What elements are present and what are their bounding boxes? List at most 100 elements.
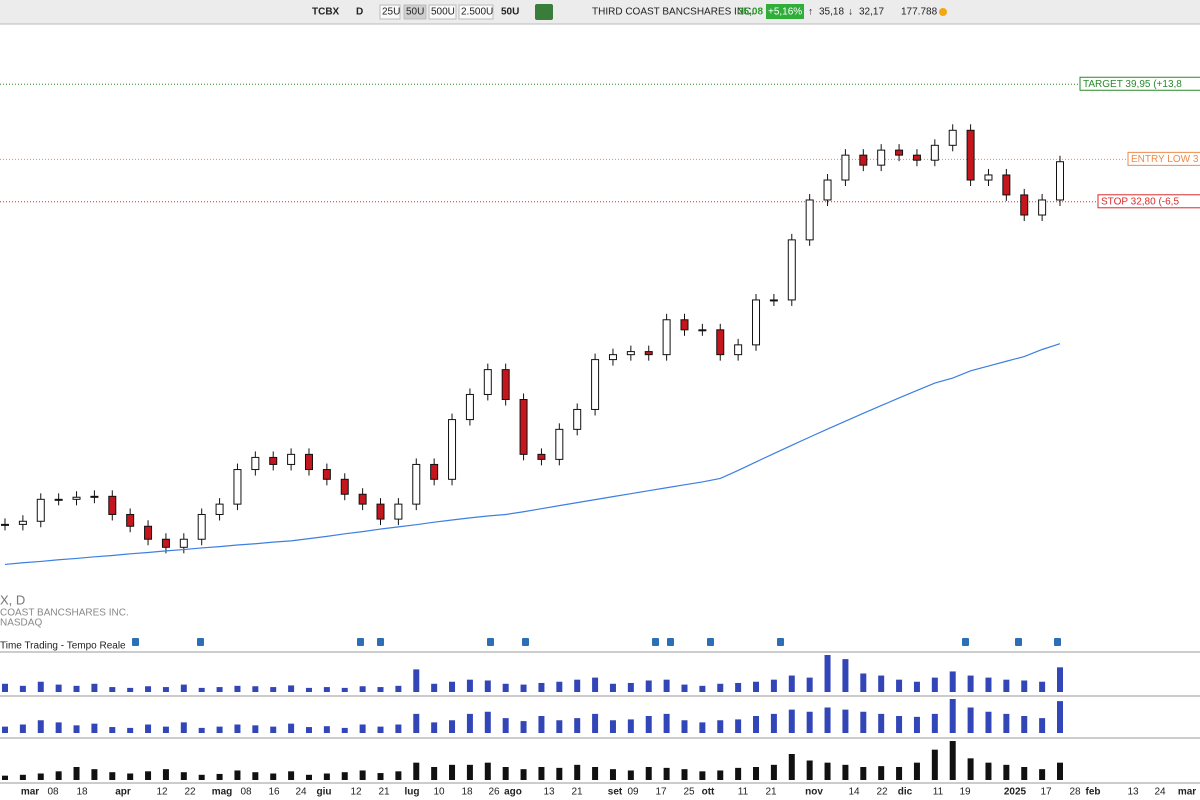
x-tick-label: lug [405, 787, 420, 798]
event-icon [197, 638, 204, 646]
candle [412, 463, 421, 505]
chart-type-icon[interactable] [535, 4, 553, 20]
volume-bar [806, 677, 813, 692]
volume-bar [323, 726, 330, 733]
candle [1056, 161, 1064, 201]
active-size[interactable]: 50U [501, 7, 519, 18]
volume-bar [145, 771, 152, 780]
volume-bar [466, 764, 473, 780]
candle [465, 393, 474, 421]
candle [1038, 199, 1047, 216]
volume-bar [377, 726, 384, 733]
candle [680, 319, 689, 331]
interval[interactable]: D [356, 7, 363, 18]
x-tick-label: 22 [184, 787, 196, 798]
size-button[interactable] [458, 4, 494, 20]
volume-bar [288, 771, 295, 780]
volume-bar [663, 713, 670, 733]
volume-bar [145, 686, 152, 692]
volume-bar [431, 767, 438, 780]
x-tick-label: 09 [627, 787, 639, 798]
volume-bar [91, 769, 98, 780]
size-button[interactable] [379, 4, 401, 20]
volume-bar [305, 687, 312, 692]
candle [36, 498, 45, 522]
volume-bar [449, 764, 456, 780]
x-tick-label: 13 [543, 787, 555, 798]
volume-bar [466, 679, 473, 692]
volume-bar [109, 772, 116, 780]
candle [161, 538, 170, 548]
event-icon [357, 638, 364, 646]
volume-bar [681, 769, 688, 780]
x-tick-label: 11 [933, 787, 944, 798]
volume-bar [663, 679, 670, 692]
volume-bar [735, 767, 742, 780]
volume-bar [788, 754, 795, 780]
level-tag [1079, 76, 1200, 91]
event-icon [707, 638, 714, 646]
candle [734, 344, 743, 356]
volume-bar [574, 679, 581, 692]
size-button[interactable] [428, 4, 457, 20]
x-tick-label: 14 [848, 787, 860, 798]
volume-bar [949, 741, 956, 780]
volume-bar [109, 727, 116, 733]
size-label: 2.500U [461, 7, 493, 18]
event-icon [962, 638, 969, 646]
volume-bar [55, 722, 62, 733]
x-tick-label: mar [1178, 787, 1196, 798]
volume-bar [753, 681, 760, 692]
x-tick-label: 08 [47, 787, 59, 798]
level-tag [1127, 151, 1200, 166]
volume-bar [967, 707, 974, 733]
high: 35,18 [819, 7, 844, 18]
volume-bar [1003, 764, 1010, 780]
volume-bar [788, 675, 795, 692]
volume-bar [73, 725, 80, 733]
volume-bar [520, 769, 527, 780]
size-label: 500U [431, 7, 455, 18]
volume-bar [645, 767, 652, 780]
candle [72, 496, 81, 500]
volume-bar [985, 762, 992, 780]
symbol[interactable]: TCBX [312, 7, 340, 18]
size-button[interactable] [403, 4, 427, 20]
candle [877, 149, 886, 166]
volume-bar [1021, 680, 1028, 692]
volume-bar [19, 724, 26, 733]
candle [1002, 174, 1011, 196]
volume-bar [395, 685, 402, 692]
change: +5,16% [768, 7, 802, 18]
volume-bar [1039, 718, 1046, 733]
x-tick-label: 28 [1069, 787, 1081, 798]
volume-bar [341, 727, 348, 733]
volume-bar [37, 720, 44, 733]
volume-bar [806, 711, 813, 733]
size-label: 50U [406, 7, 424, 18]
candle [233, 469, 242, 505]
volume-bar [717, 770, 724, 780]
candle [859, 154, 868, 166]
level-label: TARGET 39,95 (+13,8 [1083, 79, 1182, 90]
volume-bar [860, 767, 867, 780]
volume-bar [556, 720, 563, 733]
size-label: 25U [382, 7, 400, 18]
panel-feed: Time Trading - Tempo Reale [0, 641, 126, 652]
volume-bar [216, 773, 223, 780]
volume-bar [127, 687, 134, 692]
volume-bar [180, 772, 187, 780]
candle [251, 456, 260, 471]
volume-bar [288, 685, 295, 692]
volume-bar [931, 713, 938, 733]
volume-bar [145, 724, 152, 733]
volume: 177.788 [901, 7, 938, 18]
volume-bar [484, 762, 491, 780]
volume-bar [198, 774, 205, 780]
volume-bar [323, 773, 330, 780]
candle [1, 523, 9, 526]
volume-bar [502, 767, 509, 780]
volume-bar [931, 749, 938, 780]
event-icon [522, 638, 529, 646]
